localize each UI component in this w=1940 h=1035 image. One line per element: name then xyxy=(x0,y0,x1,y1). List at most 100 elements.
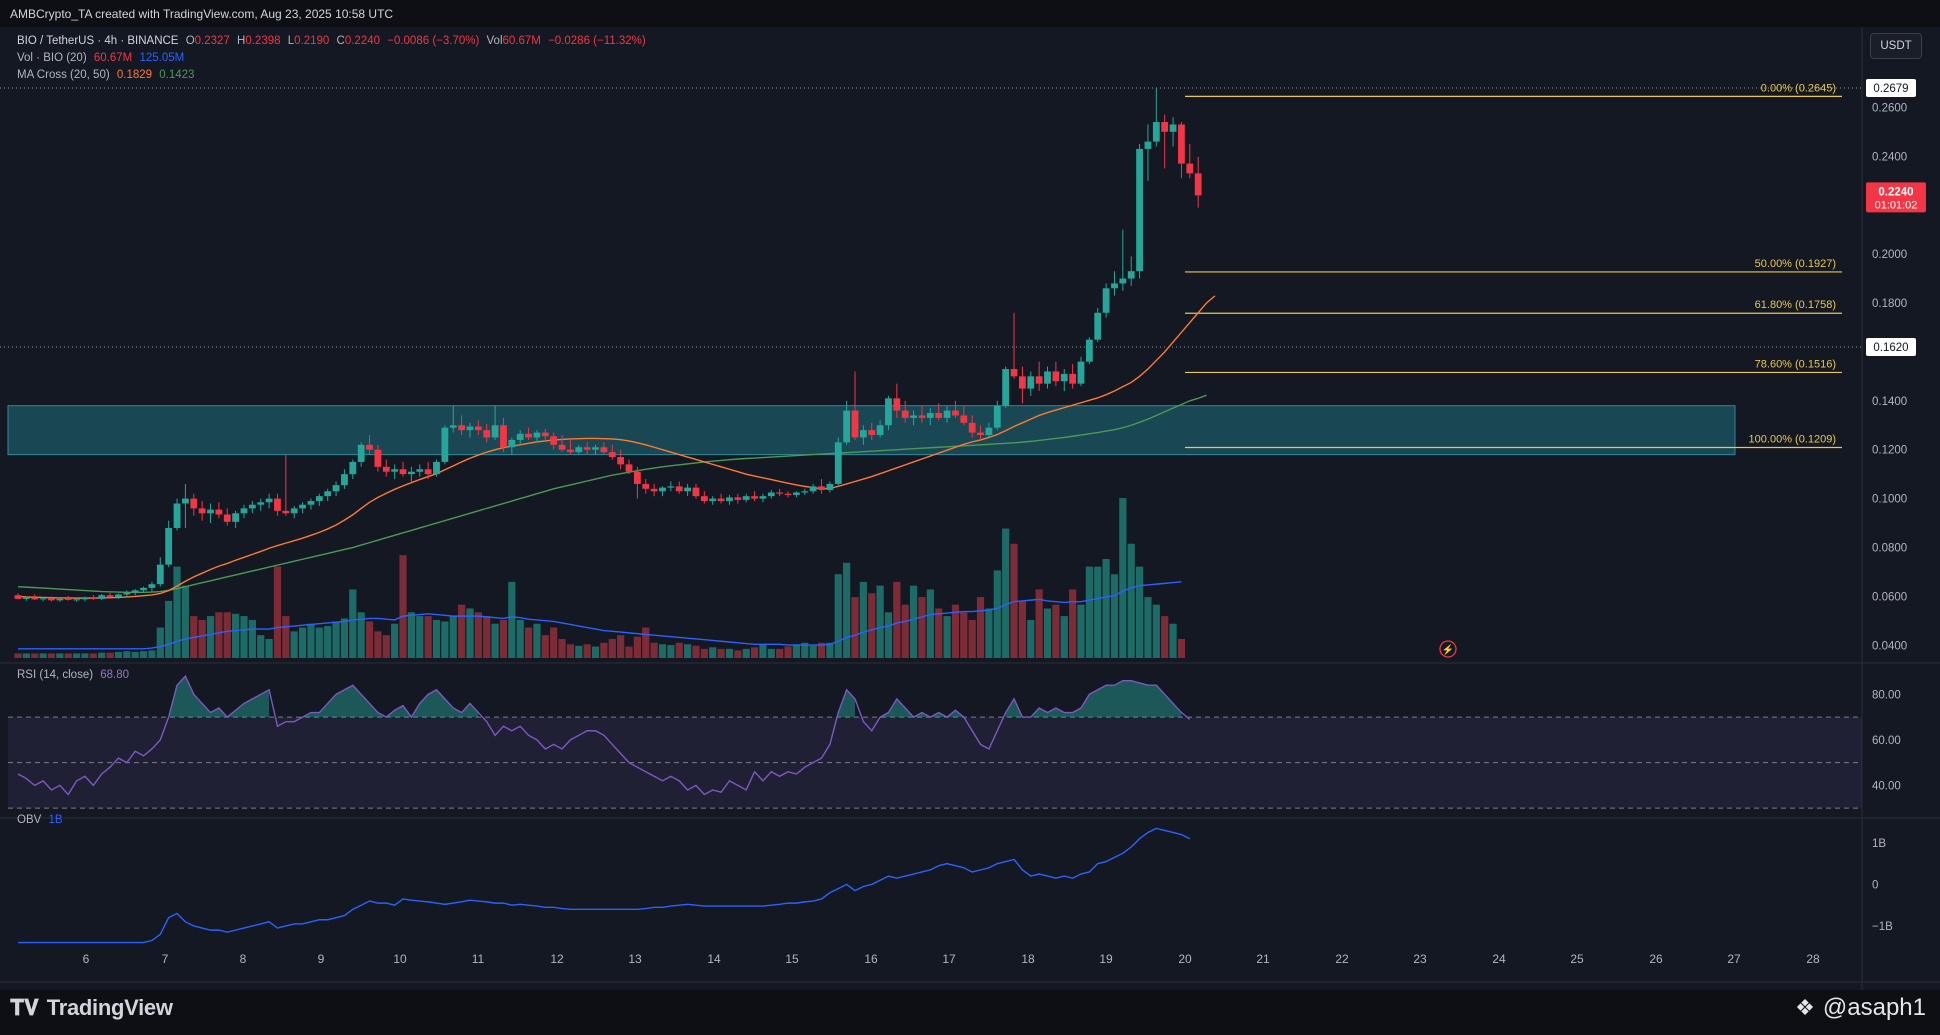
legend-vol-change: −0.0286 (−11.32%) xyxy=(548,35,646,47)
volume-bar xyxy=(407,612,415,658)
volume-bar xyxy=(39,653,47,658)
candle-body xyxy=(182,498,189,504)
candle-body xyxy=(793,492,800,495)
candle-body xyxy=(148,584,156,588)
volume-bar xyxy=(81,653,89,658)
tradingview-logo[interactable]: 𝐓𝐕 TradingView xyxy=(10,993,173,1023)
chart-canvas[interactable]: 6 7 8 9 10 11 12 13 14 15 16 17 18 19 20 21 22 23 24 25 26 27… xyxy=(0,27,1940,990)
volume-bar xyxy=(742,648,750,658)
volume-bar xyxy=(709,647,717,658)
volume-bar xyxy=(1135,566,1144,658)
candle-body xyxy=(407,471,415,475)
candle-body xyxy=(223,514,231,522)
volume-bar xyxy=(424,616,432,658)
volume-bar xyxy=(98,652,106,658)
price-tick-label: 0.2000 xyxy=(1872,249,1907,261)
volume-bar xyxy=(1119,498,1127,658)
candle-body xyxy=(1060,373,1068,382)
candle-body xyxy=(960,415,968,423)
candle-body xyxy=(592,447,599,450)
candle-body xyxy=(391,469,399,472)
volume-bar xyxy=(675,642,683,658)
volume-bar xyxy=(1027,619,1035,658)
candle-body xyxy=(198,508,206,514)
volume-bar xyxy=(273,566,282,658)
candle-body xyxy=(985,427,993,436)
volume-bar xyxy=(139,651,148,658)
price-tick-label: 0.2600 xyxy=(1872,102,1907,114)
volume-bar xyxy=(449,616,457,658)
volume-bar xyxy=(642,627,650,658)
volume-bar xyxy=(382,635,390,658)
volume-bar xyxy=(985,608,993,658)
candle-body xyxy=(458,425,466,431)
candle-body xyxy=(399,469,407,475)
candle-body xyxy=(274,498,281,511)
candle-body xyxy=(48,598,55,601)
volume-bar xyxy=(31,653,39,658)
volume-bar xyxy=(483,616,491,658)
legend-volume: Vol · BIO (20) 60.67M 125.05M xyxy=(17,52,188,64)
candle-body xyxy=(1069,373,1077,384)
fib-level-label: 50.00% (0.1927) xyxy=(1755,258,1836,270)
volume-bar xyxy=(474,612,482,658)
volume-bar xyxy=(684,644,692,658)
volume-bar xyxy=(935,608,943,658)
volume-bar xyxy=(575,645,583,658)
candle-countdown-label: 01:01:02 xyxy=(1875,199,1918,211)
candle-body xyxy=(943,410,951,418)
watermark-text: @asaph1 xyxy=(1822,994,1926,1021)
candle-body xyxy=(843,410,851,443)
candle-body xyxy=(332,485,340,492)
volume-bar xyxy=(826,642,834,658)
volume-bar xyxy=(499,619,508,658)
candle-body xyxy=(767,492,775,497)
volume-bar xyxy=(357,612,365,658)
volume-bar xyxy=(734,650,742,658)
volume-bar xyxy=(232,613,240,658)
candle-body xyxy=(977,432,984,436)
volume-bar xyxy=(876,585,884,658)
candle-body xyxy=(1178,124,1185,164)
x-tick-label: 21 xyxy=(1256,952,1270,966)
candle-body xyxy=(156,564,164,585)
volume-bar xyxy=(859,581,867,658)
volume-bar xyxy=(365,621,374,658)
price-level-badge xyxy=(1866,337,1916,356)
volume-bar xyxy=(374,631,382,658)
volume-bar xyxy=(801,642,809,658)
volume-bar xyxy=(223,612,231,658)
candle-body xyxy=(901,410,909,418)
volume-bar xyxy=(608,638,616,658)
x-tick-label: 23 xyxy=(1413,952,1427,966)
price-tick-label: 0.1200 xyxy=(1872,445,1907,457)
candle-body xyxy=(165,527,173,565)
currency-unit-button[interactable]: USDT xyxy=(1870,33,1922,59)
volume-bar xyxy=(700,648,708,658)
candle-body xyxy=(232,513,240,522)
candle-body xyxy=(692,487,700,497)
volume-bar xyxy=(901,604,909,658)
volume-bar xyxy=(976,597,985,658)
fib-level-label: 100.00% (0.1209) xyxy=(1749,433,1836,445)
volume-bar xyxy=(667,645,675,658)
price-tick-label: 0.1800 xyxy=(1872,298,1907,310)
x-tick-label: 28 xyxy=(1806,952,1820,966)
volume-bar xyxy=(432,619,441,658)
x-tick-label: 10 xyxy=(393,952,407,966)
legend-vol-ma: 125.05M xyxy=(139,52,185,64)
volume-bar xyxy=(14,653,22,658)
volume-bar xyxy=(909,585,918,658)
volume-bar xyxy=(416,616,424,658)
volume-bar xyxy=(583,644,591,658)
legend-obv-value: 1B xyxy=(48,814,63,826)
candle-body xyxy=(918,415,926,418)
tradingview-brand: TradingView xyxy=(46,995,173,1020)
volume-bar xyxy=(759,644,767,658)
candle-body xyxy=(81,597,89,600)
volume-bar xyxy=(399,555,407,658)
candle-body xyxy=(1136,148,1143,272)
volume-bar xyxy=(692,645,700,658)
candle-body xyxy=(1161,122,1169,132)
volume-bar xyxy=(181,585,189,658)
